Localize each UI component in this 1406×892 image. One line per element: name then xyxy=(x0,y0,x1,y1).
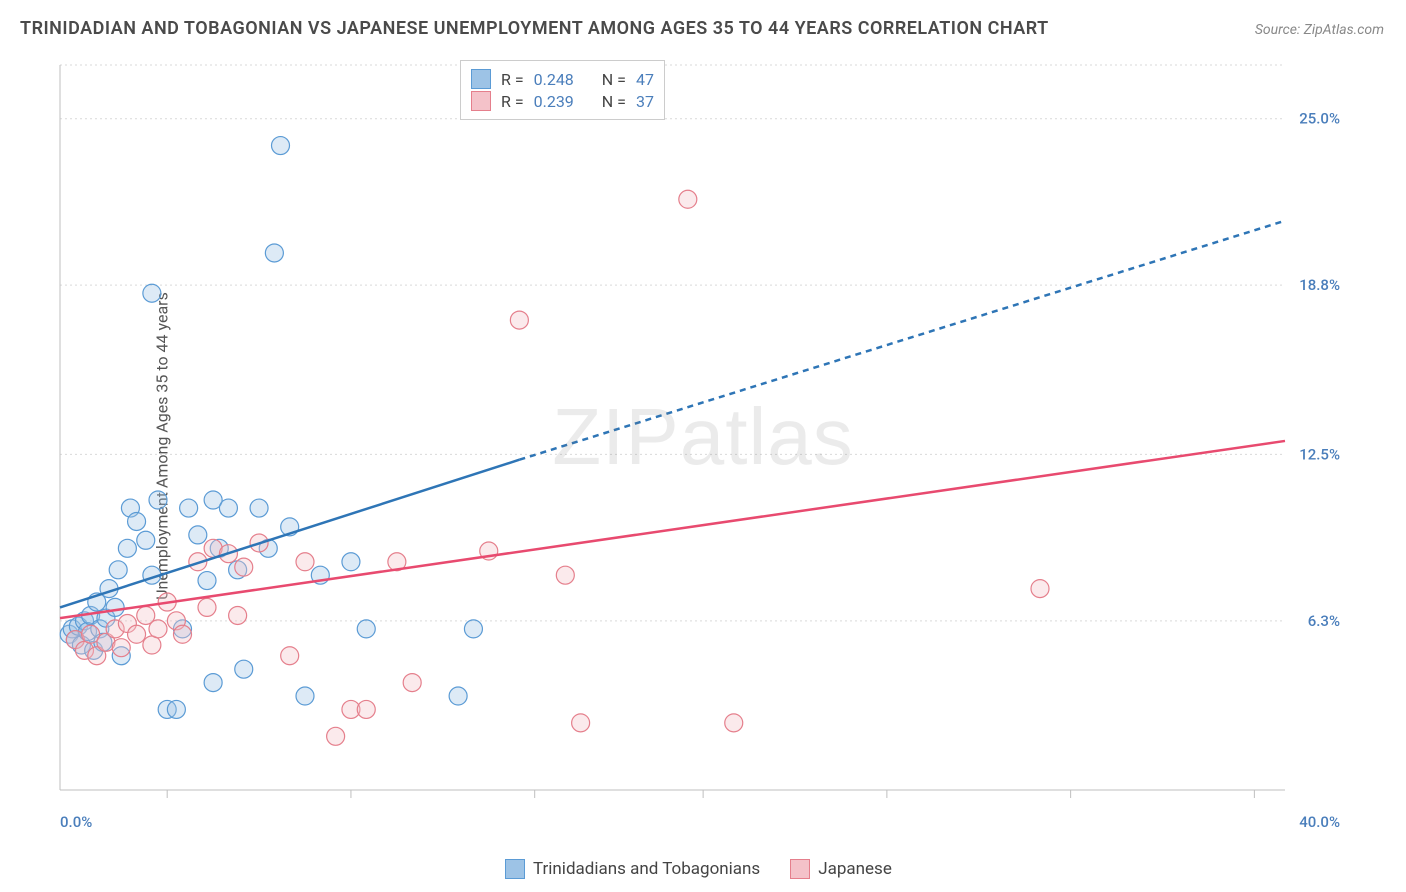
chart-canvas: 6.3% 12.5% 18.8% 25.0% 0.0% 40.0% xyxy=(55,55,1345,835)
svg-text:18.8%: 18.8% xyxy=(1299,276,1340,294)
series-swatch xyxy=(505,859,525,879)
legend-label: Trinidadians and Tobagonians xyxy=(533,859,760,879)
svg-text:40.0%: 40.0% xyxy=(1299,813,1340,831)
stats-legend: R =0.248 N =47 R =0.239 N =37 xyxy=(460,60,665,120)
chart-title: TRINIDADIAN AND TOBAGONIAN VS JAPANESE U… xyxy=(20,18,1049,39)
scatter-plot: 6.3% 12.5% 18.8% 25.0% 0.0% 40.0% xyxy=(55,55,1345,835)
stat-row: R =0.239 N =37 xyxy=(471,91,654,111)
svg-text:6.3%: 6.3% xyxy=(1308,612,1340,630)
series-legend: Trinidadians and Tobagonians Japanese xyxy=(505,859,892,879)
series-swatch xyxy=(790,859,810,879)
svg-text:0.0%: 0.0% xyxy=(60,813,92,831)
svg-text:25.0%: 25.0% xyxy=(1299,110,1340,128)
legend-item: Trinidadians and Tobagonians xyxy=(505,859,760,879)
series-swatch xyxy=(471,69,491,89)
series-swatch xyxy=(471,91,491,111)
legend-label: Japanese xyxy=(818,859,892,879)
source-attribution: Source: ZipAtlas.com xyxy=(1255,22,1384,38)
legend-item: Japanese xyxy=(790,859,892,879)
svg-text:12.5%: 12.5% xyxy=(1299,445,1340,463)
stat-row: R =0.248 N =47 xyxy=(471,69,654,89)
